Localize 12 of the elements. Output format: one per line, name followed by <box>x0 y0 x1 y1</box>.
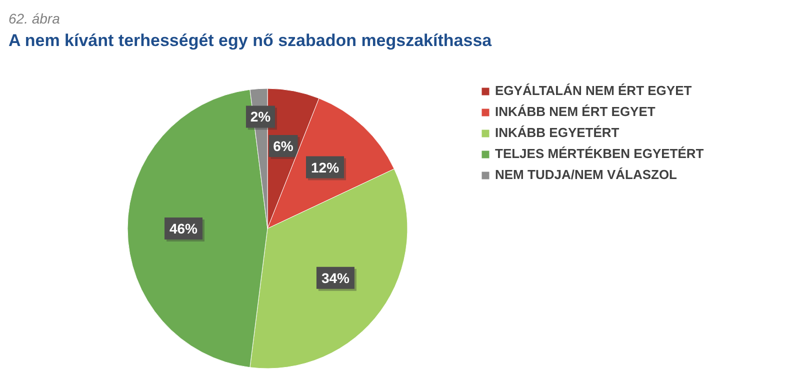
data-label: 6% <box>273 138 294 154</box>
data-label: 2% <box>250 108 272 125</box>
data-label: 46% <box>169 220 198 236</box>
legend-label: EGYÁLTALÁN NEM ÉRT EGYET <box>495 83 692 98</box>
legend-label: NEM TUDJA/NEM VÁLASZOL <box>495 167 677 182</box>
legend-label: INKÁBB NEM ÉRT EGYET <box>495 104 656 119</box>
legend-label: TELJES MÉRTÉKBEN EGYETÉRT <box>495 146 704 161</box>
legend-label: INKÁBB EGYETÉRT <box>495 125 620 140</box>
chart-subtitle: 62. ábra <box>8 10 60 26</box>
data-label: 34% <box>321 270 350 286</box>
data-label: 12% <box>310 159 340 176</box>
chart-title: A nem kívánt terhességét egy nő szabadon megszakíthassa <box>8 31 492 50</box>
